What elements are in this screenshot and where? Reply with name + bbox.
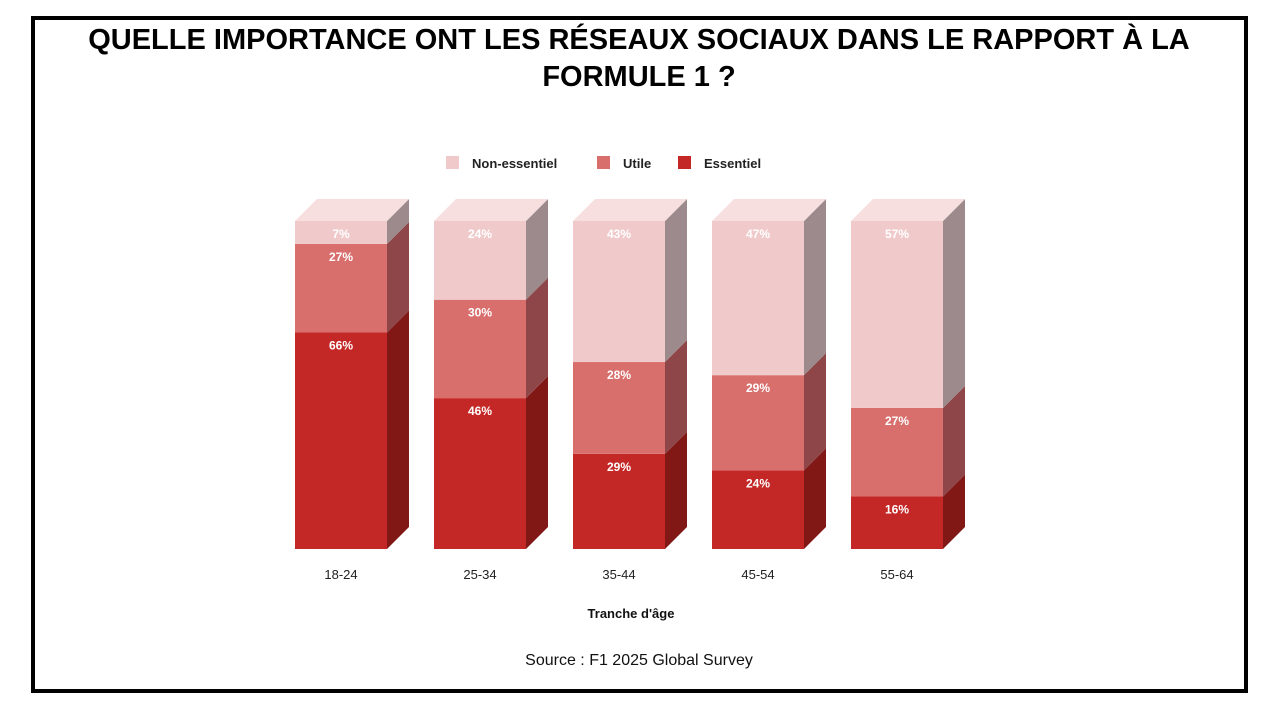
- bar-side-25-34-non-essentiel: [526, 199, 548, 300]
- bar-side-55-64-utile: [943, 385, 965, 497]
- bar-side-45-54-utile: [804, 353, 826, 471]
- data-label-35-44-non-essentiel: 43%: [607, 227, 631, 241]
- legend-swatch-non-essentiel: [446, 156, 459, 169]
- bar-25-34-essentiel: [434, 398, 526, 549]
- data-label-45-54-non-essentiel: 47%: [746, 227, 770, 241]
- bar-top-18-24: [295, 199, 409, 221]
- bar-55-64-non-essentiel: [851, 221, 943, 408]
- legend-label-utile: Utile: [623, 156, 651, 171]
- bar-18-24-essentiel: [295, 332, 387, 549]
- legend-label-essentiel: Essentiel: [704, 156, 761, 171]
- x-tick-label-35-44: 35-44: [602, 567, 635, 582]
- data-label-18-24-non-essentiel: 7%: [332, 227, 350, 241]
- x-tick-label-55-64: 55-64: [880, 567, 913, 582]
- legend-swatch-utile: [597, 156, 610, 169]
- bar-group-25-34: 46% 30% 24% 25-34: [434, 199, 548, 582]
- bar-18-24-utile: [295, 243, 387, 333]
- chart-title: QUELLE IMPORTANCE ONT LES RÉSEAUX SOCIAU…: [88, 24, 1190, 93]
- bar-side-55-64-non-essentiel: [943, 199, 965, 408]
- data-label-35-44-utile: 28%: [607, 368, 631, 382]
- bar-side-45-54-essentiel: [804, 448, 826, 549]
- bar-25-34-utile: [434, 299, 526, 399]
- legend: Non-essentiel Utile Essentiel: [446, 156, 761, 171]
- bar-top-35-44: [573, 199, 687, 221]
- bar-top-25-34: [434, 199, 548, 221]
- data-label-45-54-utile: 29%: [746, 381, 770, 395]
- bar-55-64-utile: [851, 407, 943, 497]
- bar-45-54-utile: [712, 375, 804, 471]
- bar-45-54-non-essentiel: [712, 221, 804, 376]
- data-label-55-64-non-essentiel: 57%: [885, 227, 909, 241]
- data-label-25-34-non-essentiel: 24%: [468, 227, 492, 241]
- data-label-18-24-essentiel: 66%: [329, 339, 353, 353]
- bar-side-25-34-essentiel: [526, 376, 548, 549]
- bar-side-25-34-utile: [526, 277, 548, 399]
- data-label-55-64-essentiel: 16%: [885, 503, 909, 517]
- x-tick-label-25-34: 25-34: [463, 567, 496, 582]
- bar-group-55-64: 16% 27% 57% 55-64: [851, 199, 965, 582]
- data-label-25-34-essentiel: 46%: [468, 404, 492, 418]
- bar-side-35-44-utile: [665, 340, 687, 454]
- bar-side-45-54-non-essentiel: [804, 199, 826, 376]
- legend-swatch-essentiel: [678, 156, 691, 169]
- bar-55-64-essentiel: [851, 496, 943, 549]
- bar-side-18-24-utile: [387, 221, 409, 333]
- bar-side-18-24-non-essentiel: [387, 199, 409, 244]
- x-axis-title: Tranche d'âge: [588, 606, 675, 621]
- bar-side-35-44-essentiel: [665, 431, 687, 549]
- bar-group-18-24: 66% 27% 7% 18-24: [295, 199, 409, 582]
- x-tick-label-45-54: 45-54: [741, 567, 774, 582]
- bar-35-44-utile: [573, 362, 665, 454]
- source-note: Source : F1 2025 Global Survey: [525, 652, 753, 669]
- data-label-25-34-utile: 30%: [468, 306, 492, 320]
- data-label-35-44-essentiel: 29%: [607, 460, 631, 474]
- bar-top-55-64: [851, 199, 965, 221]
- bar-25-34-non-essentiel: [434, 221, 526, 300]
- bar-top-45-54: [712, 199, 826, 221]
- bar-18-24-non-essentiel: [295, 221, 387, 244]
- legend-label-non-essentiel: Non-essentiel: [472, 156, 557, 171]
- x-tick-label-18-24: 18-24: [324, 567, 357, 582]
- bar-side-18-24-essentiel: [387, 310, 409, 549]
- data-label-55-64-utile: 27%: [885, 414, 909, 428]
- bar-35-44-non-essentiel: [573, 221, 665, 363]
- data-label-18-24-utile: 27%: [329, 250, 353, 264]
- bar-group-45-54: 24% 29% 47% 45-54: [712, 199, 826, 582]
- data-label-45-54-essentiel: 24%: [746, 476, 770, 490]
- bar-side-35-44-non-essentiel: [665, 199, 687, 363]
- bar-side-55-64-essentiel: [943, 474, 965, 549]
- bar-group-35-44: 29% 28% 43% 35-44: [573, 199, 687, 582]
- bar-45-54-essentiel: [712, 470, 804, 549]
- bar-35-44-essentiel: [573, 453, 665, 549]
